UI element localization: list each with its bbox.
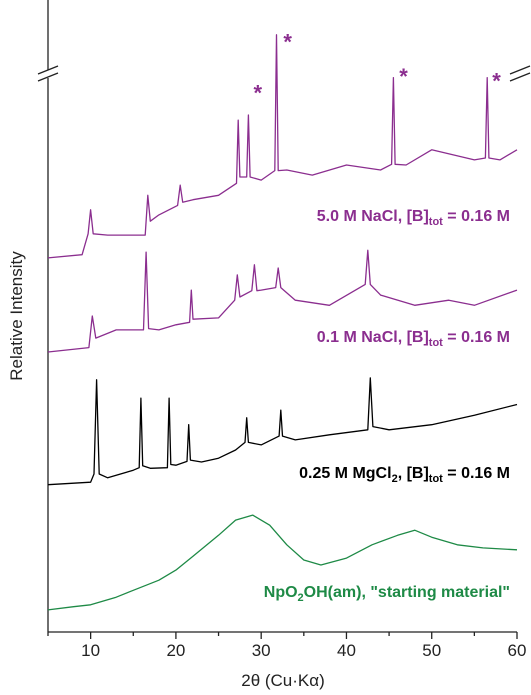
series-label-part: = 0.16 M: [443, 208, 510, 225]
series-label: 5.0 M NaCl, [B]tot = 0.16 M: [317, 208, 510, 228]
series-label-part: 2: [298, 592, 304, 604]
series-label: NpO2OH(am), "starting material": [264, 584, 510, 604]
series-label-part: tot: [429, 337, 443, 349]
series-label: 0.1 M NaCl, [B]tot = 0.16 M: [317, 329, 510, 349]
axis-break: [37, 0, 531, 633]
xrd-trace: [47, 34, 518, 259]
xrd-trace: [47, 249, 518, 353]
peak-marker: *: [399, 64, 408, 89]
series-label-part: 0.1 M NaCl, [B]: [317, 329, 429, 346]
series-label-part: = 0.16 M: [443, 465, 510, 482]
series-label-part: OH(am), "starting material": [304, 584, 510, 601]
x-tick-label: 30: [252, 641, 271, 660]
y-axis-label: Relative Intensity: [7, 251, 26, 381]
peak-marker: *: [253, 80, 262, 105]
peak-marker: *: [283, 30, 292, 55]
x-tick-label: 10: [81, 641, 100, 660]
series-label-part: tot: [429, 473, 443, 485]
series-label-part: 2: [392, 473, 398, 485]
x-tick-label: 40: [337, 641, 356, 660]
x-axis-label: 2θ (Cu·Kα): [241, 671, 325, 690]
series-label-part: 0.25 M MgCl: [299, 465, 391, 482]
series-label-part: tot: [429, 216, 443, 228]
series-label-part: , [B]: [398, 465, 429, 482]
peak-marker: *: [492, 68, 501, 93]
x-tick-label: 20: [166, 641, 185, 660]
series-label: 0.25 M MgCl2, [B]tot = 0.16 M: [299, 465, 510, 485]
series-label-part: 5.0 M NaCl, [B]: [317, 208, 429, 225]
xrd-trace: [47, 377, 518, 486]
series-label-part: NpO: [264, 584, 298, 601]
x-tick-label: 60: [508, 641, 527, 660]
series-label-part: = 0.16 M: [443, 329, 510, 346]
x-tick-label: 50: [422, 641, 441, 660]
xrd-trace: [47, 514, 518, 611]
